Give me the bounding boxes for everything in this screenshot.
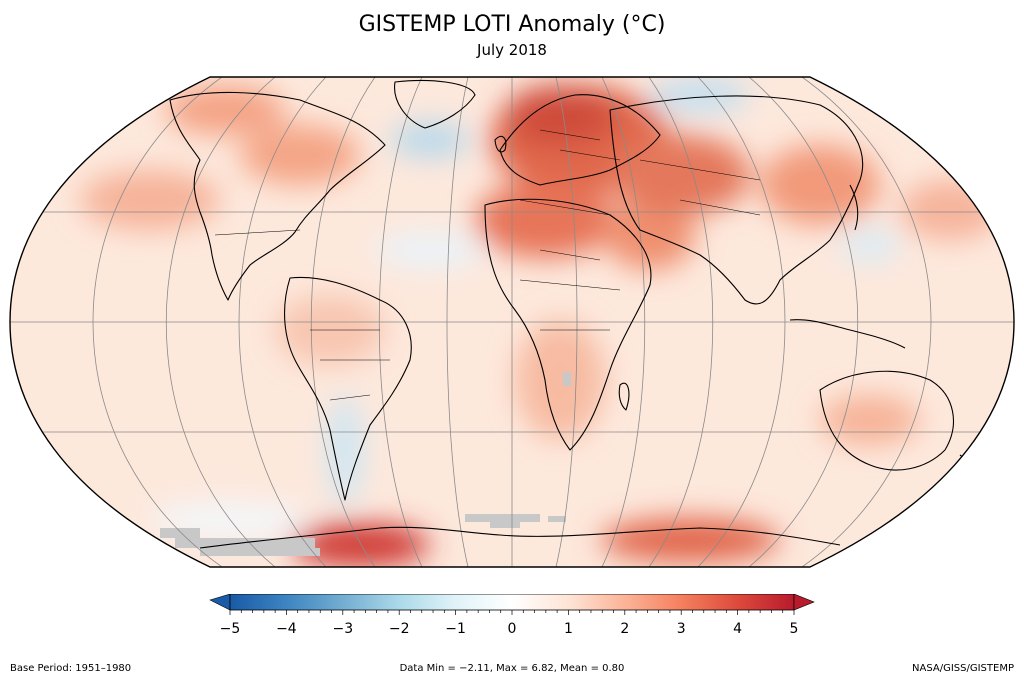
europe-outline <box>499 94 661 186</box>
asia-outline <box>609 95 864 305</box>
new-zealand-outline <box>959 454 974 481</box>
anomaly-central-asia <box>610 135 750 215</box>
antarctica-outline <box>199 526 841 549</box>
anomaly-map <box>9 76 1015 568</box>
colorbar-tick-label: 2 <box>620 621 629 637</box>
anomaly-arabia <box>605 200 695 270</box>
anomaly-pacific-east <box>900 180 1000 240</box>
source-credit: NASA/GISS/GISTEMP <box>912 663 1014 674</box>
anomaly-east-asia <box>760 145 880 225</box>
anomaly-field <box>10 77 1014 567</box>
south-america-outline <box>284 276 412 501</box>
map-title: GISTEMP LOTI Anomaly (°C) <box>358 12 666 37</box>
uk-outline <box>494 135 507 153</box>
australia-outline <box>819 370 954 471</box>
colorbar-tick-label: 0 <box>508 621 517 637</box>
anomaly-atlantic <box>375 232 485 268</box>
anomaly-pacific-north <box>80 170 220 230</box>
data-stats: Data Min = −2.11, Max = 6.82, Mean = 0.8… <box>399 663 625 674</box>
indonesia-outline <box>789 319 906 349</box>
colorbar-right-arrow <box>793 594 815 611</box>
colorbar-tick-label: −1 <box>445 621 466 637</box>
anomaly-east-antarctica <box>600 518 780 562</box>
graticule <box>10 77 1014 567</box>
anomaly-alaska <box>165 85 285 135</box>
base-period: Base Period: 1951–1980 <box>10 663 132 674</box>
anomaly-arctic-siberia <box>650 77 750 113</box>
anomaly-scandinavia <box>505 85 615 145</box>
africa-outline <box>484 198 652 451</box>
colorbar-tick-label: −5 <box>220 621 241 637</box>
colorbar-left-arrow <box>209 594 231 611</box>
colorbar-tick-label: −2 <box>389 621 410 637</box>
coastlines <box>169 80 974 549</box>
anomaly-greenland-sea <box>390 122 470 158</box>
anomaly-australia-south <box>820 395 920 445</box>
greenland-outline <box>394 80 476 129</box>
globe-border <box>9 76 1015 568</box>
colorbar-tick-label: 4 <box>733 621 742 637</box>
anomaly-north-africa <box>475 182 615 258</box>
colorbar-bar <box>229 594 795 611</box>
colorbar-tick-label: −4 <box>276 621 297 637</box>
madagascar-outline <box>618 382 630 411</box>
japan-outline <box>849 184 859 231</box>
colorbar-tick-label: 1 <box>564 621 573 637</box>
north-america-outline <box>169 91 386 301</box>
anomaly-argentina <box>327 395 363 505</box>
colorbar-tick-label: 3 <box>677 621 686 637</box>
colorbar-tick-label: 5 <box>790 621 799 637</box>
anomaly-southern-africa <box>515 320 605 440</box>
country-borders <box>214 129 761 401</box>
anomaly-west-pacific <box>840 227 900 263</box>
map-subtitle: July 2018 <box>477 41 547 59</box>
colorbar: −5 −4 −3 −2 −1 0 1 2 3 4 5 <box>209 594 815 637</box>
anomaly-north-america <box>240 125 360 185</box>
colorbar-ticks: −5 −4 −3 −2 −1 0 1 2 3 4 5 <box>220 610 799 637</box>
colorbar-tick-label: −3 <box>332 621 353 637</box>
